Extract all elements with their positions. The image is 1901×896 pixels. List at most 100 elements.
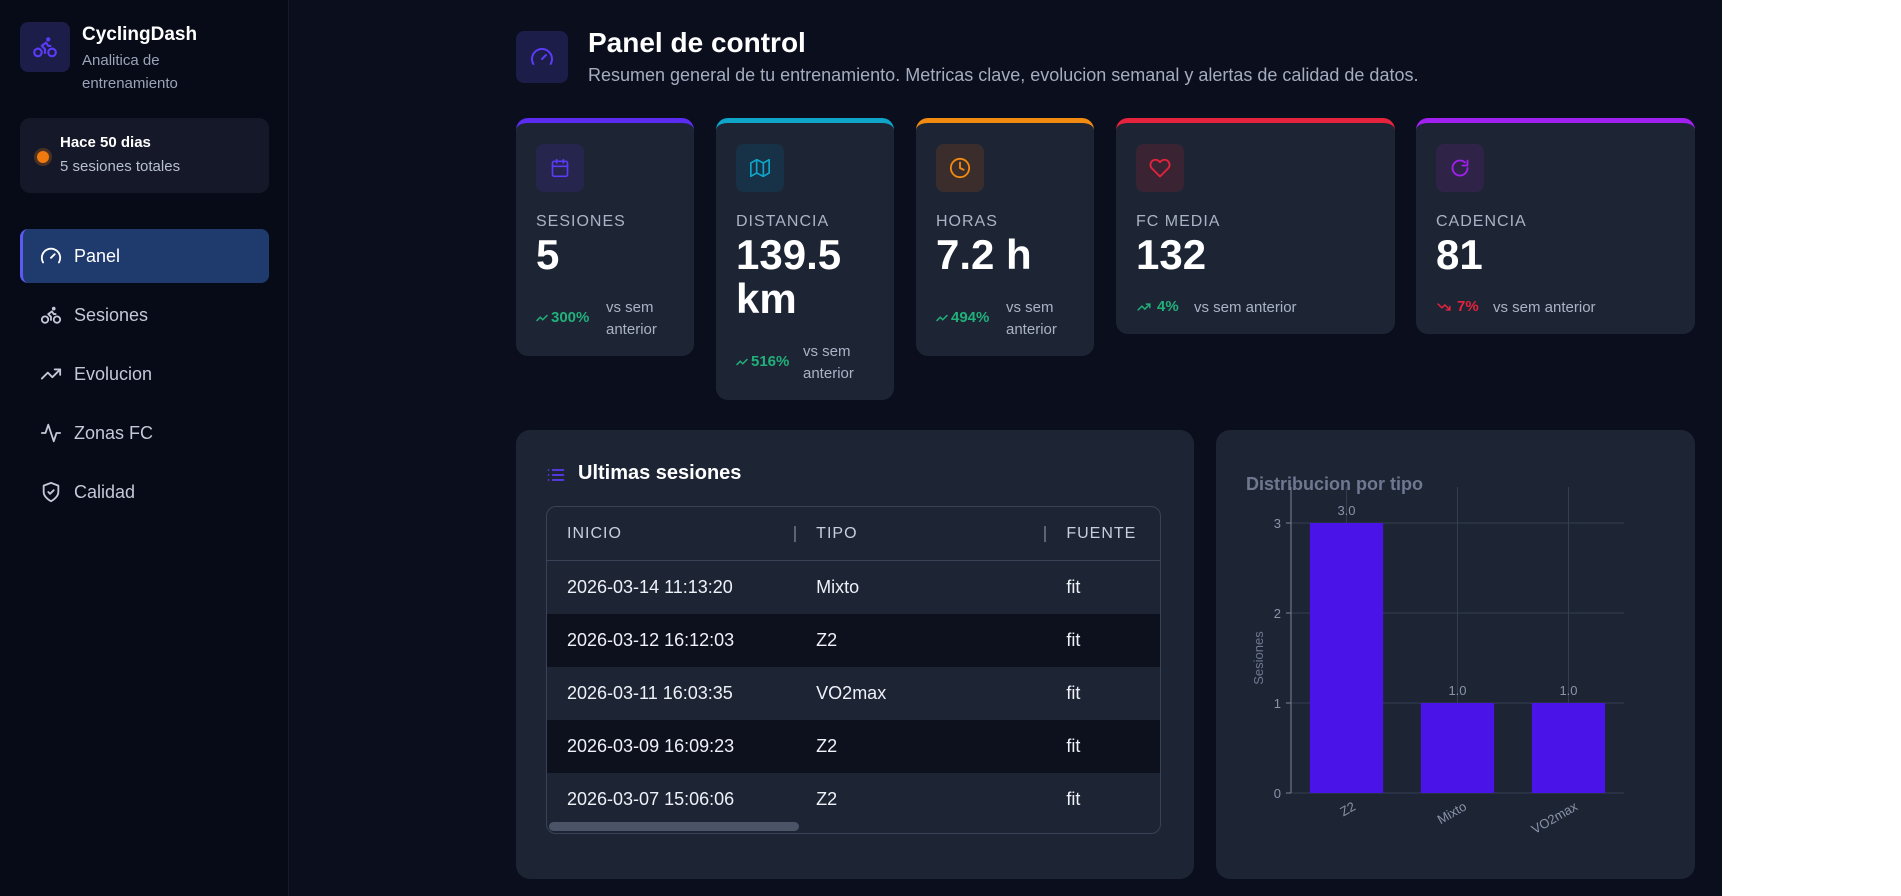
kpi-card-horas: HORAS 7.2 h 494% vs sem anterior	[916, 118, 1094, 356]
cell-tipo: VO2max	[816, 683, 887, 703]
page-title: Panel de control	[588, 27, 806, 58]
data-label: 1.0	[1448, 683, 1466, 698]
table-row[interactable]: 2026-03-12 16:12:03 Z2 fit	[547, 614, 1160, 667]
kpi-value: 139.5 km	[736, 231, 842, 322]
sidebar-item-calidad[interactable]: Calidad	[20, 465, 269, 519]
cell-tipo: Mixto	[816, 577, 860, 597]
shield-check-icon	[42, 481, 60, 503]
kpi-delta-value: 494%	[951, 309, 990, 326]
y-tick-label: 3	[1274, 516, 1281, 531]
cell-tipo: Z2	[816, 736, 838, 756]
kpi-delta: 516%	[736, 353, 789, 370]
brand-name: CyclingDash	[82, 24, 198, 45]
cell-inicio: 2026-03-11 16:03:35	[567, 683, 733, 703]
sidebar-item-label: Calidad	[74, 481, 136, 502]
trending-up-icon	[40, 368, 62, 380]
bar-chart: 0 1 2 3 3.0 Z2 1.0 Mixto 1.0 VO2max Sesiones	[1251, 487, 1624, 837]
gauge-icon	[516, 31, 568, 83]
column-header-fuente[interactable]: FUENTE	[1046, 507, 1160, 561]
kpi-card-sesiones: SESIONES 5 300% vs sem anterior	[516, 118, 694, 356]
data-label: 1.0	[1559, 683, 1577, 698]
sidebar-item-label: Evolucion	[74, 363, 153, 384]
cell-fuente: fit	[1066, 577, 1081, 597]
column-resize-handle[interactable]	[1044, 525, 1047, 542]
sidebar-item-sesiones[interactable]: Sesiones	[20, 288, 269, 342]
kpi-card-cadencia: CADENCIA 81 7% vs sem anterior	[1416, 118, 1695, 334]
sidebar-nav: Panel Sesiones Evolucion Zonas FC Calida…	[20, 229, 269, 524]
kpi-label: HORAS	[936, 213, 998, 230]
x-tick-label: VO2max	[1529, 798, 1581, 837]
status-card: Hace 50 dias 5 sesiones totales	[20, 118, 269, 193]
cell-inicio: 2026-03-07 15:06:06	[567, 789, 735, 809]
kpi-value: 7.2 h	[936, 231, 1032, 278]
trend-up-icon	[536, 314, 548, 321]
kpi-vs-label: vs sem anterior	[803, 343, 854, 382]
cell-inicio: 2026-03-09 16:09:23	[567, 736, 735, 756]
kpi-delta-value: 4%	[1157, 298, 1179, 315]
status-dot-icon	[37, 151, 49, 163]
table-row[interactable]: 2026-03-09 16:09:23 Z2 fit	[547, 720, 1160, 773]
y-axis-label: Sesiones	[1251, 631, 1266, 685]
app-window: CyclingDash Analitica de entrenamiento H…	[0, 0, 1722, 896]
kpi-label: DISTANCIA	[736, 213, 830, 230]
gauge-icon	[40, 247, 62, 264]
column-header-tipo[interactable]: TIPO	[796, 507, 1047, 561]
sidebar-item-label: Zonas FC	[74, 422, 154, 443]
cell-tipo: Z2	[816, 789, 838, 809]
brand: CyclingDash Analitica de entrenamiento	[20, 22, 202, 95]
y-tick-label: 1	[1274, 696, 1281, 711]
kpi-value: 132	[1136, 231, 1207, 278]
sessions-table: INICIO TIPO FUENTE 2026-03-14 11:13:20 M…	[546, 506, 1161, 834]
sidebar: CyclingDash Analitica de entrenamiento H…	[0, 0, 289, 896]
kpi-value: 5	[536, 231, 560, 278]
bar-z2	[1309, 523, 1384, 793]
sessions-panel: Ultimas sesiones INICIO TIPO FUENTE 2026…	[516, 430, 1194, 879]
kpi-card-fc-media: FC MEDIA 132 4% vs sem anterior	[1116, 118, 1395, 334]
table-row[interactable]: 2026-03-14 11:13:20 Mixto fit	[547, 561, 1160, 614]
kpi-delta: 494%	[936, 309, 989, 326]
kpi-label: FC MEDIA	[1136, 213, 1221, 230]
sidebar-item-evolucion[interactable]: Evolucion	[20, 347, 269, 401]
bar-vo2max	[1531, 703, 1606, 793]
trend-down-icon	[1437, 302, 1451, 311]
page-subtitle: Resumen general de tu entrenamiento. Met…	[588, 65, 1419, 85]
column-label: FUENTE	[1066, 524, 1137, 542]
horizontal-scrollbar[interactable]	[549, 822, 799, 831]
y-tick-label: 2	[1274, 606, 1281, 621]
sidebar-item-label: Sesiones	[74, 304, 149, 325]
x-tick-label: Z2	[1337, 799, 1358, 820]
kpi-vs-label: vs sem anterior	[606, 299, 657, 338]
chart-title: Distribucion por tipo	[1246, 474, 1423, 494]
table-row[interactable]: 2026-03-07 15:06:06 Z2 fit	[547, 773, 1160, 826]
heart-icon	[1136, 144, 1184, 192]
table-row[interactable]: 2026-03-11 16:03:35 VO2max fit	[547, 667, 1160, 720]
column-label: INICIO	[567, 524, 622, 542]
x-tick-label: Mixto	[1435, 799, 1469, 828]
cell-tipo: Z2	[816, 630, 838, 650]
kpi-delta: 7%	[1436, 298, 1479, 315]
refresh-icon	[1436, 144, 1484, 192]
clock-icon	[936, 144, 984, 192]
chart-panel: Distribucion por tipo 0 1 2 3 3.0 Z2 1.0 Mixto 1…	[1216, 430, 1695, 879]
cell-fuente: fit	[1066, 683, 1081, 703]
list-icon	[547, 469, 565, 481]
bike-icon	[40, 306, 62, 324]
trend-up-icon	[936, 314, 948, 321]
kpi-label: CADENCIA	[1436, 213, 1527, 230]
kpi-delta: 4%	[1136, 298, 1179, 315]
kpi-delta-value: 300%	[551, 309, 590, 326]
kpi-delta-value: 516%	[751, 353, 790, 370]
column-header-inicio[interactable]: INICIO	[547, 507, 797, 561]
kpi-label: SESIONES	[536, 213, 626, 230]
trend-up-icon	[1137, 302, 1151, 311]
kpi-delta-value: 7%	[1457, 298, 1479, 315]
kpi-vs-label: vs sem anterior	[1194, 299, 1297, 316]
data-label: 3.0	[1337, 503, 1355, 518]
bar-mixto	[1420, 703, 1495, 793]
kpi-card-distancia: DISTANCIA 139.5 km 516% vs sem anterior	[716, 118, 894, 400]
sessions-title: Ultimas sesiones	[578, 462, 742, 484]
column-resize-handle[interactable]	[794, 525, 797, 542]
sidebar-item-panel[interactable]: Panel	[20, 229, 269, 283]
kpi-value: 81	[1436, 231, 1483, 278]
sidebar-item-zonas-fc[interactable]: Zonas FC	[20, 406, 269, 460]
